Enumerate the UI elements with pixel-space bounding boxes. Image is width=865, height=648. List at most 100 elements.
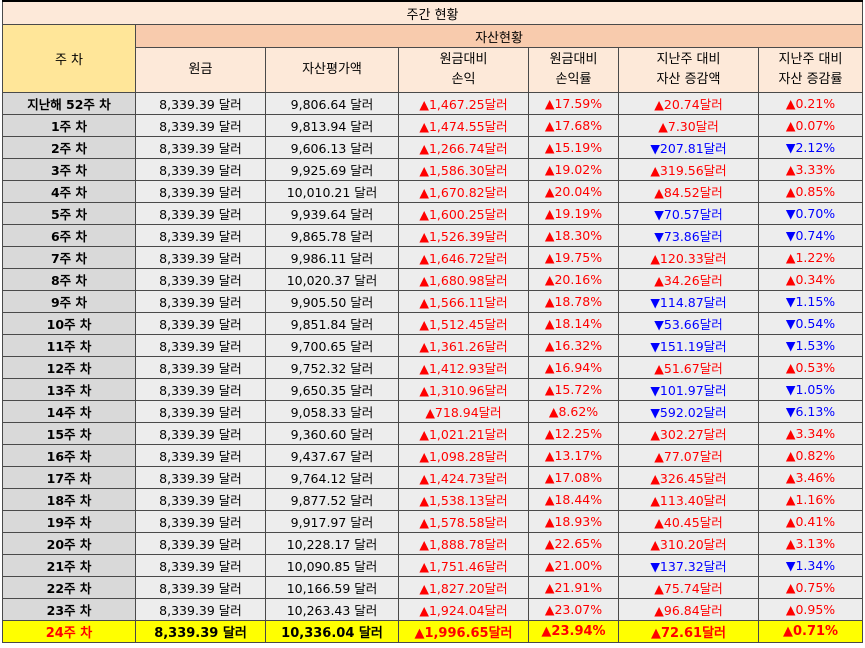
principal-cell: 8,339.39 달러 <box>135 466 266 489</box>
profit-loss-rate-cell: ▲20.16% <box>528 268 619 291</box>
profit-loss-cell: ▲1,424.73달러 <box>398 466 529 489</box>
profit-loss-rate-cell: ▲22.65% <box>528 532 619 555</box>
column-header-weekly-change-rate: 지난주 대비 자산 증감률 <box>757 47 864 93</box>
table-row: 2주 차 8,339.39 달러 9,606.13 달러 ▲1,266.74달러 ▲15… <box>2 136 864 159</box>
profit-loss-rate-cell: ▲13.17% <box>528 444 619 467</box>
table-row: 15주 차 8,339.39 달러 9,360.60 달러 ▲1,021.21달러 ▲1… <box>2 422 864 445</box>
valuation-cell: 9,752.32 달러 <box>265 356 399 379</box>
valuation-cell: 9,606.13 달러 <box>265 136 399 159</box>
weekly-change-cell: ▲51.67달러 <box>618 356 759 379</box>
table-row: 7주 차 8,339.39 달러 9,986.11 달러 ▲1,646.72달러 ▲19… <box>2 246 864 269</box>
principal-cell: 8,339.39 달러 <box>135 400 266 423</box>
profit-loss-cell: ▲1,526.39달러 <box>398 224 529 247</box>
profit-loss-rate-cell: ▲17.68% <box>528 114 619 137</box>
table-row: 4주 차 8,339.39 달러 10,010.21 달러 ▲1,670.82달러 ▲2… <box>2 180 864 203</box>
profit-loss-cell: ▲1,924.04달러 <box>398 598 529 621</box>
week-cell: 17주 차 <box>2 466 136 489</box>
weekly-change-cell: ▲75.74달러 <box>618 576 759 599</box>
principal-cell: 8,339.39 달러 <box>135 136 266 159</box>
weekly-change-rate-cell: ▼1.15% <box>757 290 864 313</box>
weekly-change-rate-cell: ▲1.22% <box>757 246 864 269</box>
week-cell: 1주 차 <box>2 114 136 137</box>
profit-loss-rate-cell: ▲19.19% <box>528 202 619 225</box>
weekly-change-cell: ▼151.19달러 <box>618 334 759 357</box>
profit-loss-cell: ▲1,021.21달러 <box>398 422 529 445</box>
weekly-change-rate-cell: ▼1.05% <box>757 378 864 401</box>
weekly-change-rate-cell: ▲3.33% <box>757 158 864 181</box>
table-row: 19주 차 8,339.39 달러 9,917.97 달러 ▲1,578.58달러 ▲1… <box>2 510 864 533</box>
week-cell: 18주 차 <box>2 488 136 511</box>
valuation-cell: 10,090.85 달러 <box>265 554 399 577</box>
weekly-change-cell: ▲96.84달러 <box>618 598 759 621</box>
weekly-change-rate-cell: ▲0.07% <box>757 114 864 137</box>
profit-loss-cell: ▲1,512.45달러 <box>398 312 529 335</box>
principal-cell: 8,339.39 달러 <box>135 422 266 445</box>
valuation-cell: 9,764.12 달러 <box>265 466 399 489</box>
week-cell: 지난해 52주 차 <box>2 92 136 115</box>
principal-cell: 8,339.39 달러 <box>135 532 266 555</box>
weekly-change-rate-cell: ▲0.53% <box>757 356 864 379</box>
valuation-cell: 9,877.52 달러 <box>265 488 399 511</box>
principal-cell: 8,339.39 달러 <box>135 246 266 269</box>
table-row: 20주 차 8,339.39 달러 10,228.17 달러 ▲1,888.78달러 ▲… <box>2 532 864 555</box>
profit-loss-rate-cell: ▲18.93% <box>528 510 619 533</box>
valuation-cell: 10,228.17 달러 <box>265 532 399 555</box>
weekly-change-cell: ▲7.30달러 <box>618 114 759 137</box>
profit-loss-rate-cell: ▲15.19% <box>528 136 619 159</box>
profit-loss-rate-cell: ▲21.91% <box>528 576 619 599</box>
weekly-change-rate-cell: ▲0.85% <box>757 180 864 203</box>
weekly-change-rate-cell: ▼1.34% <box>757 554 864 577</box>
profit-loss-cell: ▲1,467.25달러 <box>398 92 529 115</box>
weekly-change-rate-cell: ▲0.71% <box>757 620 864 643</box>
profit-loss-rate-cell: ▲12.25% <box>528 422 619 445</box>
weekly-change-cell: ▼207.81달러 <box>618 136 759 159</box>
table-row: 12주 차 8,339.39 달러 9,752.32 달러 ▲1,412.93달러 ▲1… <box>2 356 864 379</box>
week-cell: 19주 차 <box>2 510 136 533</box>
valuation-cell: 9,700.65 달러 <box>265 334 399 357</box>
principal-cell: 8,339.39 달러 <box>135 554 266 577</box>
week-cell: 10주 차 <box>2 312 136 335</box>
principal-cell: 8,339.39 달러 <box>135 620 266 643</box>
valuation-cell: 9,925.69 달러 <box>265 158 399 181</box>
week-cell: 21주 차 <box>2 554 136 577</box>
table-row: 1주 차 8,339.39 달러 9,813.94 달러 ▲1,474.55달러 ▲17… <box>2 114 864 137</box>
table-row: 18주 차 8,339.39 달러 9,877.52 달러 ▲1,538.13달러 ▲1… <box>2 488 864 511</box>
weekly-change-cell: ▼114.87달러 <box>618 290 759 313</box>
profit-loss-rate-cell: ▲18.44% <box>528 488 619 511</box>
principal-cell: 8,339.39 달러 <box>135 180 266 203</box>
week-cell: 24주 차 <box>2 620 136 643</box>
profit-loss-cell: ▲1,680.98달러 <box>398 268 529 291</box>
profit-loss-cell: ▲1,888.78달러 <box>398 532 529 555</box>
week-cell: 22주 차 <box>2 576 136 599</box>
weekly-change-cell: ▼73.86달러 <box>618 224 759 247</box>
profit-loss-rate-cell: ▲20.04% <box>528 180 619 203</box>
valuation-cell: 9,813.94 달러 <box>265 114 399 137</box>
profit-loss-rate-cell: ▲23.94% <box>528 620 619 643</box>
weekly-change-cell: ▲84.52달러 <box>618 180 759 203</box>
principal-cell: 8,339.39 달러 <box>135 488 266 511</box>
weekly-change-rate-cell: ▲1.16% <box>757 488 864 511</box>
principal-cell: 8,339.39 달러 <box>135 378 266 401</box>
week-cell: 7주 차 <box>2 246 136 269</box>
valuation-cell: 9,360.60 달러 <box>265 422 399 445</box>
profit-loss-cell: ▲1,098.28달러 <box>398 444 529 467</box>
table-row: 23주 차 8,339.39 달러 10,263.43 달러 ▲1,924.04달러 ▲… <box>2 598 864 621</box>
week-cell: 6주 차 <box>2 224 136 247</box>
weekly-change-cell: ▼53.66달러 <box>618 312 759 335</box>
profit-loss-rate-cell: ▲18.14% <box>528 312 619 335</box>
week-cell: 4주 차 <box>2 180 136 203</box>
weekly-change-rate-cell: ▼2.12% <box>757 136 864 159</box>
weekly-change-cell: ▲302.27달러 <box>618 422 759 445</box>
weekly-change-rate-cell: ▲0.95% <box>757 598 864 621</box>
weekly-change-cell: ▲326.45달러 <box>618 466 759 489</box>
table-row: 13주 차 8,339.39 달러 9,650.35 달러 ▲1,310.96달러 ▲1… <box>2 378 864 401</box>
principal-cell: 8,339.39 달러 <box>135 268 266 291</box>
week-cell: 3주 차 <box>2 158 136 181</box>
profit-loss-rate-cell: ▲21.00% <box>528 554 619 577</box>
table-row: 21주 차 8,339.39 달러 10,090.85 달러 ▲1,751.46달러 ▲… <box>2 554 864 577</box>
valuation-cell: 10,010.21 달러 <box>265 180 399 203</box>
valuation-cell: 9,851.84 달러 <box>265 312 399 335</box>
profit-loss-rate-cell: ▲8.62% <box>528 400 619 423</box>
profit-loss-cell: ▲1,266.74달러 <box>398 136 529 159</box>
profit-loss-cell: ▲1,670.82달러 <box>398 180 529 203</box>
